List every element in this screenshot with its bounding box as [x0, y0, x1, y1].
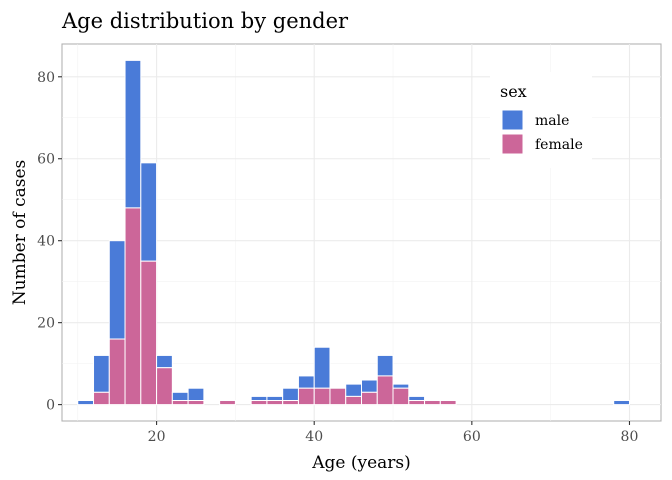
bar-male: [93, 354, 110, 393]
bar-female: [282, 400, 299, 406]
x-axis-title: Age (years): [311, 453, 411, 473]
bar-male: [250, 395, 268, 402]
legend-key-male: [501, 109, 524, 131]
chart-title: Age distribution by gender: [61, 9, 349, 33]
bar-female: [329, 387, 347, 406]
bar-male: [408, 395, 426, 402]
bar-female: [93, 391, 110, 406]
bar-male: [361, 379, 378, 393]
bar-female: [124, 207, 142, 406]
bar-female: [266, 400, 284, 406]
legend-key-female: [501, 133, 524, 155]
bar-male: [266, 395, 284, 402]
bar-female: [408, 400, 426, 406]
bar-female: [345, 395, 363, 406]
x-tick-label: 40: [305, 429, 323, 445]
y-tick-label: 80: [37, 70, 55, 86]
x-tick-label: 20: [148, 429, 166, 445]
bar-female: [171, 400, 189, 406]
bar-male: [171, 391, 189, 402]
bars: [77, 59, 630, 406]
bar-female: [392, 387, 410, 406]
bar-male: [313, 346, 331, 389]
bar-male: [297, 375, 315, 389]
legend-title: sex: [500, 82, 527, 101]
y-tick-label: 20: [37, 316, 55, 332]
bar-female: [219, 400, 236, 406]
bar-male: [376, 354, 394, 377]
bar-female: [250, 400, 268, 406]
bar-male: [124, 59, 142, 209]
bar-female: [439, 400, 457, 406]
axis-ticks: 0 20 40 60 80 20 40 60 80: [37, 70, 638, 445]
bar-female: [187, 400, 205, 406]
x-tick-label: 60: [463, 429, 481, 445]
bar-male: [345, 383, 363, 397]
bar-male: [613, 400, 630, 406]
bar-male: [77, 400, 95, 406]
bar-male: [187, 387, 205, 402]
bar-female: [108, 338, 126, 406]
bar-male: [140, 162, 158, 262]
bar-male: [108, 240, 126, 340]
legend-label-female: female: [535, 137, 583, 153]
y-tick-label: 0: [46, 398, 55, 414]
bar-female: [140, 260, 158, 406]
bar-male: [282, 387, 299, 402]
y-axis-title: Number of cases: [10, 160, 30, 306]
bar-male: [392, 383, 410, 389]
y-tick-label: 60: [37, 152, 55, 168]
x-tick-label: 80: [621, 429, 639, 445]
y-tick-label: 40: [37, 234, 55, 250]
bar-female: [297, 387, 315, 406]
bar-male: [156, 354, 173, 369]
bar-female: [376, 375, 394, 406]
bar-female: [424, 400, 441, 406]
bar-female: [156, 367, 173, 406]
legend: sex male female: [490, 72, 592, 168]
bar-female: [361, 391, 378, 406]
legend-label-male: male: [535, 113, 569, 129]
bar-female: [313, 387, 331, 406]
